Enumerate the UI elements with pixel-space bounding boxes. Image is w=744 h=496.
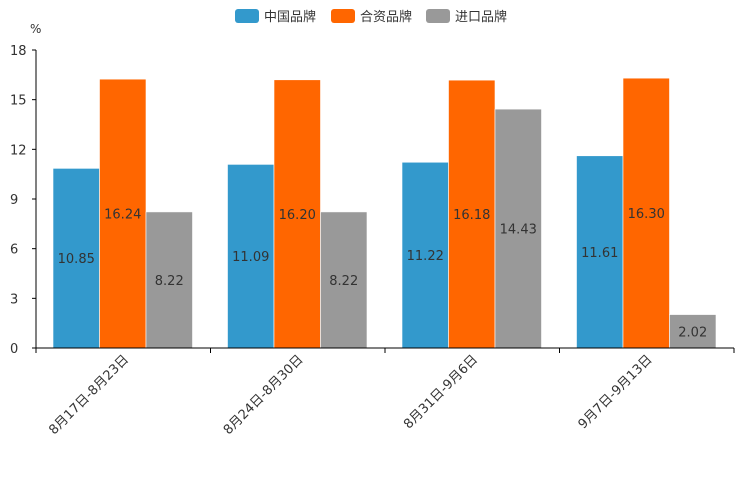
y-tick-label: 9 [10,193,18,208]
x-tick-label-2: 8月24日-8月30日 [221,352,307,438]
bar-2-4 [622,77,670,349]
y-tick-label: 0 [10,342,18,357]
data-label-1-3: 11.22 [407,249,444,264]
data-label-1-2: 11.09 [232,250,269,265]
data-label-3-3: 14.43 [500,223,537,238]
legend-label-2: 合资品牌 [360,9,412,25]
y-tick-label: 3 [10,292,18,307]
bar-2-3 [448,79,496,349]
data-label-2-4: 16.30 [628,207,665,222]
y-tick-label: 15 [10,94,27,109]
y-tick-label: 6 [10,243,18,258]
data-label-2-2: 16.20 [279,208,316,223]
legend-swatch-2 [331,9,355,23]
legend-swatch-3 [426,9,450,23]
y-tick-label: 12 [10,143,27,158]
data-label-3-4: 2.02 [678,325,707,340]
chart-legend: 中国品牌 合资品牌 进口品牌 [235,9,507,25]
bar-1-1 [52,168,100,349]
x-axis: 8月17日-8月23日 8月24日-8月30日 8月31日-9月6日 9月7日-9月1… [35,347,735,438]
x-tick-label-3: 8月31日-9月6日 [401,352,481,432]
y-axis-unit-label: % [30,22,41,36]
y-tick-label: 18 [10,44,27,59]
data-label-3-1: 8.22 [155,274,184,289]
bars-group: 10.85 16.24 8.22 11.09 16.20 8.22 11.22 16.18 14… [52,77,717,349]
legend-label-3: 进口品牌 [455,9,507,25]
bar-2-1 [99,78,147,349]
x-tick-label-1: 8月17日-8月23日 [46,352,132,438]
bar-3-1 [145,211,193,349]
bar-3-2 [320,211,368,349]
bar-1-3 [401,161,449,349]
data-label-3-2: 8.22 [329,274,358,289]
y-axis: 0 3 6 9 12 15 18 [10,44,37,357]
data-label-2-3: 16.18 [453,208,490,223]
legend-label-1: 中国品牌 [264,9,316,25]
x-tick-label-4: 9月7日-9月13日 [576,352,656,432]
legend-swatch-1 [235,9,259,23]
data-label-2-1: 16.24 [104,208,141,223]
bar-3-4 [669,314,717,349]
data-label-1-4: 11.61 [581,246,618,261]
data-label-1-1: 10.85 [58,252,95,267]
